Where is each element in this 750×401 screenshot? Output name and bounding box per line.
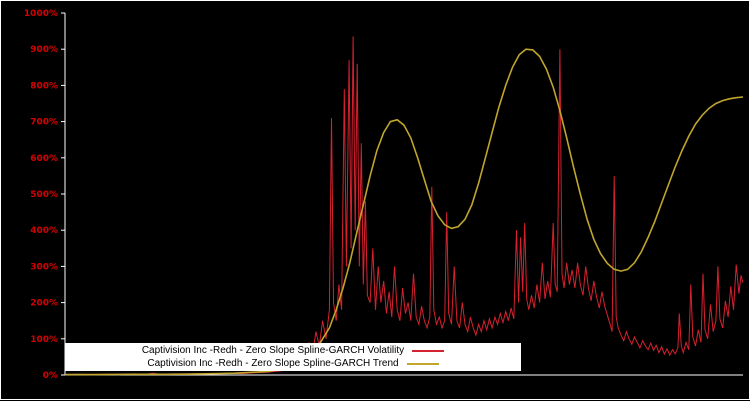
y-axis-tick-label: 500% [30, 190, 58, 200]
volatility-series-line [64, 36, 744, 376]
legend-label-trend: Captivision Inc -Redh - Zero Slope Splin… [147, 358, 399, 369]
y-axis-tick-label: 600% [30, 154, 58, 164]
chart-legend: Captivision Inc -Redh - Zero Slope Splin… [65, 343, 521, 371]
y-axis-tick-label: 700% [30, 118, 58, 128]
legend-item-volatility: Captivision Inc -Redh - Zero Slope Splin… [65, 344, 521, 357]
y-axis-tick-label: 1000% [24, 9, 58, 19]
trend-series-line [65, 48, 744, 376]
legend-line-sample-volatility [412, 349, 445, 352]
y-axis-tick-label: 200% [30, 299, 58, 309]
legend-item-trend: Captivision Inc -Redh - Zero Slope Splin… [65, 357, 521, 370]
legend-line-sample-trend [406, 362, 439, 365]
y-axis-tick-label: 300% [30, 262, 58, 272]
y-axis-tick-label: 800% [30, 81, 58, 91]
y-axis-tick-label: 900% [30, 45, 58, 55]
y-axis-tick-label: 0% [43, 371, 58, 381]
y-axis-tick-label: 100% [30, 335, 58, 345]
legend-label-volatility: Captivision Inc -Redh - Zero Slope Splin… [141, 345, 405, 356]
y-axis-tick-label: 400% [30, 226, 58, 236]
